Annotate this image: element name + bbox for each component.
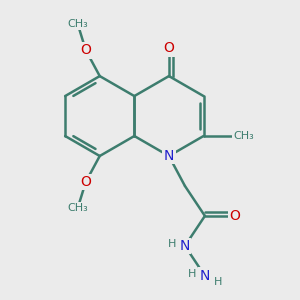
Text: CH₃: CH₃ [68, 19, 88, 29]
Text: O: O [80, 175, 91, 189]
Text: N: N [164, 149, 174, 163]
Text: H: H [214, 277, 222, 287]
Text: O: O [80, 43, 91, 57]
Text: O: O [230, 209, 240, 223]
Text: H: H [188, 269, 196, 279]
Text: N: N [200, 269, 210, 283]
Text: N: N [180, 239, 190, 253]
Text: H: H [168, 239, 176, 249]
Text: CH₃: CH₃ [233, 131, 254, 141]
Text: O: O [164, 41, 174, 55]
Text: CH₃: CH₃ [68, 203, 88, 213]
